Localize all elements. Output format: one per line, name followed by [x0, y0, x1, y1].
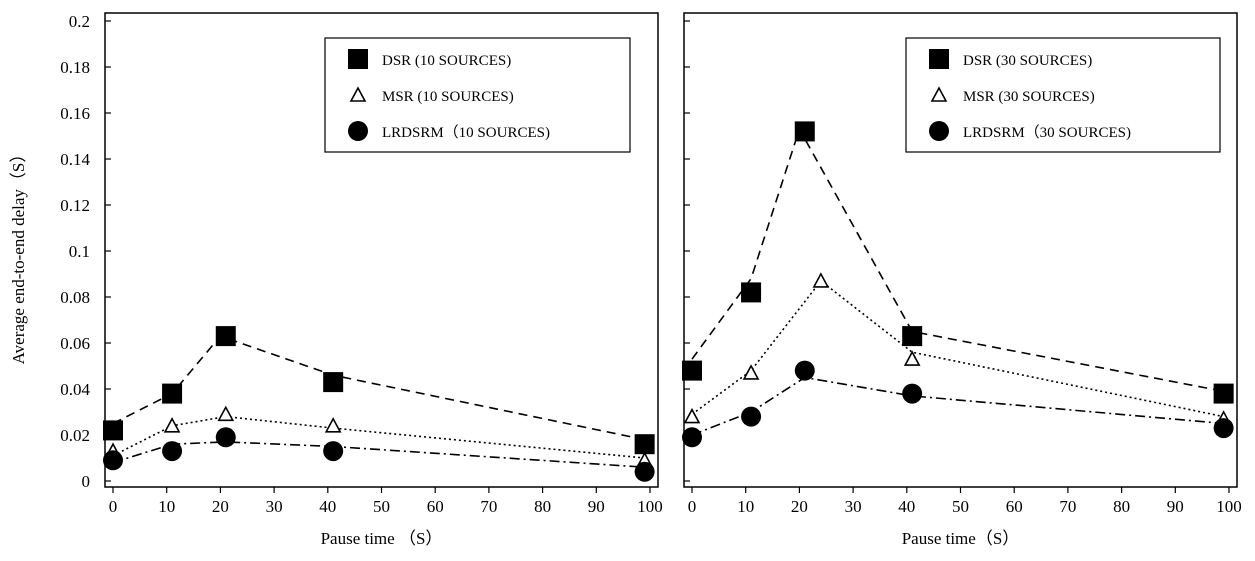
- legend-label: LRDSRM（30 SOURCES): [963, 124, 1131, 141]
- y-tick-label: 0.04: [60, 380, 90, 399]
- y-axis-title: Average end-to-end delay（S）: [9, 146, 28, 365]
- data-point: [215, 427, 236, 448]
- y-tick-label: 0.14: [60, 150, 90, 169]
- y-tick-label: 0: [82, 472, 91, 491]
- data-point: [902, 383, 923, 404]
- x-axis-title: Pause time （S）: [321, 529, 443, 548]
- legend-box: [905, 37, 1221, 153]
- x-tick-label: 100: [637, 497, 663, 516]
- series-line-3: [691, 376, 1224, 436]
- data-point: [902, 326, 923, 347]
- y-tick-label: 0.18: [60, 58, 90, 77]
- x-tick-label: 70: [1059, 497, 1076, 516]
- x-tick-label: 20: [791, 497, 808, 516]
- data-point: [634, 434, 655, 455]
- x-tick-label: 50: [952, 497, 969, 516]
- legend-marker: [929, 121, 949, 141]
- x-tick-label: 70: [480, 497, 497, 516]
- x-tick-label: 40: [898, 497, 915, 516]
- series-line-1: [112, 335, 645, 441]
- series-line-3: [112, 441, 645, 468]
- data-point: [163, 417, 181, 433]
- data-point: [742, 364, 760, 380]
- data-point: [103, 450, 123, 471]
- x-tick-label: 60: [427, 497, 444, 516]
- y-tick-label: 0.1: [69, 242, 90, 261]
- data-point: [903, 350, 921, 366]
- x-tick-label: 80: [1113, 497, 1130, 516]
- x-tick-label: 30: [266, 497, 283, 516]
- data-point: [162, 441, 183, 462]
- x-tick-label: 0: [109, 497, 118, 516]
- legend-marker: [348, 121, 368, 141]
- data-point: [324, 417, 342, 433]
- series-line-2: [691, 279, 1224, 418]
- x-tick-label: 10: [158, 497, 175, 516]
- x-tick-label: 90: [588, 497, 605, 516]
- legend-label: MSR (10 SOURCES): [382, 89, 514, 105]
- y-tick-label: 0.06: [60, 334, 90, 353]
- x-tick-label: 30: [845, 497, 862, 516]
- data-point: [323, 372, 344, 393]
- data-point: [1213, 383, 1234, 404]
- data-point: [683, 407, 701, 424]
- legend-label: DSR (10 SOURCES): [382, 53, 511, 69]
- data-point: [162, 383, 183, 404]
- chart-panel-1: 0 0.02 0.04 0.06 0.08 0.1 0.12 0.14 0.16 0.18 0.2 0…: [60, 12, 663, 548]
- y-tick-label: 0.2: [69, 12, 90, 31]
- data-point: [217, 405, 235, 422]
- y-tick-label: 0.16: [60, 104, 90, 123]
- legend-label: DSR (30 SOURCES): [963, 53, 1092, 69]
- legend: DSR (10 SOURCES) MSR (10 SOURCES) LRDSRM（1…: [324, 37, 631, 153]
- legend-marker: [349, 86, 367, 102]
- legend-marker: [348, 49, 368, 69]
- x-tick-label: 90: [1167, 497, 1184, 516]
- y-tick-label: 0.12: [60, 196, 90, 215]
- legend-marker: [929, 49, 949, 69]
- data-point: [682, 427, 702, 448]
- data-point: [741, 406, 762, 427]
- legend-label: MSR (30 SOURCES): [963, 89, 1095, 105]
- data-point: [1213, 418, 1234, 439]
- data-point: [794, 360, 815, 381]
- x-tick-label: 10: [737, 497, 754, 516]
- x-tick-label: 20: [212, 497, 229, 516]
- data-point: [634, 461, 655, 482]
- x-tick-label: 0: [688, 497, 697, 516]
- x-tick-label: 80: [534, 497, 551, 516]
- data-point: [794, 121, 815, 142]
- x-tick-label: 50: [373, 497, 390, 516]
- x-tick-label: 100: [1216, 497, 1242, 516]
- y-tick-label: 0.08: [60, 288, 90, 307]
- legend-marker: [930, 86, 948, 102]
- legend: DSR (30 SOURCES) MSR (30 SOURCES) LRDSRM（3…: [905, 37, 1221, 153]
- data-point: [682, 360, 702, 381]
- legend-label: LRDSRM（10 SOURCES): [382, 124, 550, 141]
- data-point: [323, 441, 344, 462]
- x-axis-title: Pause time（S）: [902, 529, 1020, 548]
- data-point: [103, 420, 123, 441]
- series-line-1: [691, 127, 1224, 393]
- x-tick-label: 40: [319, 497, 336, 516]
- y-tick-label: 0.02: [60, 426, 90, 445]
- x-tick-label: 60: [1006, 497, 1023, 516]
- data-point: [215, 326, 236, 347]
- data-point: [812, 272, 830, 288]
- legend-box: [324, 37, 631, 153]
- data-point: [741, 282, 762, 303]
- chart-panel-2: 0 10 20 30 40 50 60 70 80 90 100 Pause time（S） DSR (…: [682, 12, 1242, 548]
